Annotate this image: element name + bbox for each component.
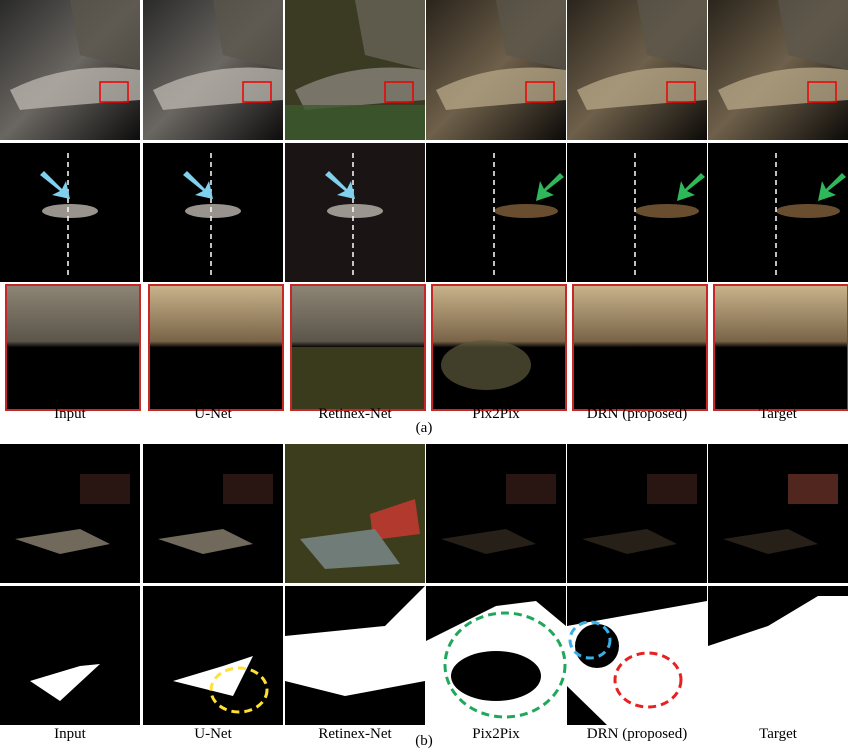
crop-tile <box>713 284 848 411</box>
platform <box>300 529 400 569</box>
mask <box>30 664 100 701</box>
lit-region <box>582 529 677 554</box>
building <box>647 474 697 504</box>
image-tile <box>426 444 566 583</box>
column-label: Pix2Pix <box>472 726 520 742</box>
scene-platform <box>153 67 283 110</box>
scene-wall <box>496 0 566 70</box>
scene-platform <box>718 67 848 110</box>
scene-platform <box>577 67 707 110</box>
column-label: DRN (proposed) <box>587 726 687 742</box>
building <box>788 474 838 504</box>
column-label: Target <box>759 406 798 422</box>
column-label: Pix2Pix <box>472 406 520 422</box>
column-label: DRN (proposed) <box>587 406 687 422</box>
arrow <box>677 173 705 201</box>
arrow <box>818 173 846 201</box>
crop-tile <box>5 284 141 411</box>
scene-platform <box>436 67 566 110</box>
crop-marker <box>666 81 696 103</box>
image-tile <box>0 444 140 583</box>
image-tile <box>143 444 283 583</box>
lit-region <box>42 204 98 218</box>
column-label: Input <box>54 406 86 422</box>
mask <box>426 601 566 725</box>
lit-region <box>158 529 253 554</box>
lit-region <box>441 529 536 554</box>
crop-marker <box>99 81 129 103</box>
crop-marker <box>525 81 555 103</box>
building <box>80 474 130 504</box>
crop-tile <box>148 284 284 411</box>
lit-region <box>494 204 558 218</box>
arrow <box>536 173 564 201</box>
building <box>223 474 273 504</box>
crop-marker <box>807 81 837 103</box>
scene-wall <box>637 0 707 70</box>
highlight-ellipse <box>568 620 612 660</box>
lit-region <box>723 529 818 554</box>
building <box>506 474 556 504</box>
image-tile <box>708 444 848 583</box>
lit-region <box>185 204 241 218</box>
mask-region <box>30 664 100 701</box>
column-label: U-Net <box>194 406 232 422</box>
highlight-ellipse <box>613 651 683 709</box>
lit-region <box>15 529 110 554</box>
mask-region <box>173 656 253 696</box>
crop-marker <box>242 81 272 103</box>
arrow <box>325 171 355 199</box>
mask <box>285 586 425 696</box>
column-label: Retinex-Net <box>318 406 392 422</box>
mask-region <box>708 596 848 725</box>
crop-marker <box>384 81 414 103</box>
grass <box>285 105 425 140</box>
crop-bg <box>292 347 424 409</box>
scene-wall <box>213 0 283 70</box>
column-label: Retinex-Net <box>318 726 392 742</box>
scene-platform <box>10 67 140 110</box>
column-label: Target <box>759 726 798 742</box>
mask-tile <box>143 586 283 725</box>
arrow <box>40 171 70 199</box>
mask <box>708 596 848 725</box>
lit-region <box>776 204 840 218</box>
panel-label: (a) <box>416 420 433 436</box>
mask-tile <box>0 586 140 725</box>
mask-hole <box>451 651 541 701</box>
scene-wall <box>778 0 848 70</box>
artifact <box>441 340 531 390</box>
lit-region <box>635 204 699 218</box>
scene-platform <box>295 67 425 110</box>
mask-region <box>285 586 425 696</box>
crop-tile <box>572 284 708 411</box>
scene-wall <box>355 0 425 70</box>
mask <box>173 656 253 696</box>
panel-label: (b) <box>415 733 433 749</box>
mask <box>567 601 707 725</box>
mask-hole <box>575 624 619 668</box>
building <box>370 499 420 540</box>
highlight-ellipse <box>209 666 269 714</box>
column-label: Input <box>54 726 86 742</box>
lit-region <box>327 204 383 218</box>
image-tile <box>567 444 707 583</box>
arrow <box>183 171 213 199</box>
column-label: U-Net <box>194 726 232 742</box>
highlight-ellipse <box>443 611 567 719</box>
scene-wall <box>70 0 140 70</box>
